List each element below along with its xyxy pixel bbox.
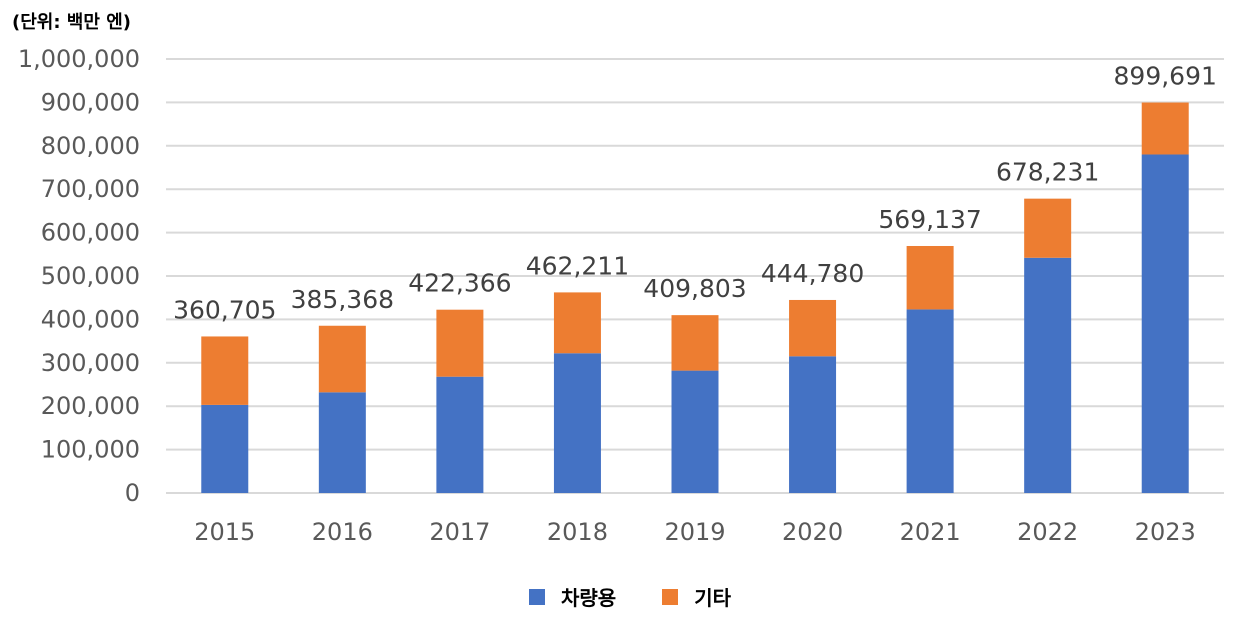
- total-data-label: 462,211: [526, 251, 629, 280]
- x-tick-label: 2017: [429, 518, 490, 546]
- legend-item-vehicle: 차량용: [528, 582, 617, 611]
- legend-label-other: 기타: [694, 586, 731, 610]
- bar-vehicle: [436, 376, 484, 493]
- bar-other: [671, 315, 719, 371]
- bar-other: [553, 292, 601, 354]
- bar-other: [318, 325, 366, 393]
- bar-other: [436, 309, 484, 377]
- x-tick-label: 2019: [664, 518, 725, 546]
- bar-vehicle: [671, 370, 719, 493]
- bar-vehicle: [318, 392, 366, 493]
- x-tick-label: 2020: [782, 518, 843, 546]
- y-tick-label: 400,000: [41, 305, 140, 333]
- bar-vehicle: [1141, 154, 1189, 494]
- legend-item-other: 기타: [662, 582, 731, 611]
- y-tick-label: 200,000: [41, 392, 140, 420]
- y-tick-label: 500,000: [41, 262, 140, 290]
- bar-vehicle: [789, 356, 837, 493]
- x-tick-label: 2023: [1135, 518, 1196, 546]
- x-tick-label: 2016: [312, 518, 373, 546]
- y-tick-label: 1,000,000: [18, 45, 140, 73]
- x-tick-label: 2015: [194, 518, 255, 546]
- total-data-label: 409,803: [643, 274, 746, 303]
- unit-label: (단위: 백만 엔): [12, 12, 131, 33]
- legend-swatch-vehicle: [528, 588, 545, 605]
- legend-label-vehicle: 차량용: [560, 586, 617, 610]
- x-tick-label: 2021: [900, 518, 961, 546]
- total-data-label: 899,691: [1114, 62, 1217, 91]
- total-labels: 360,705 385,368 422,366 462,211 409,803 444,7…: [173, 62, 1217, 325]
- y-tick-label: 600,000: [41, 219, 140, 247]
- total-data-label: 678,231: [996, 158, 1099, 187]
- bar-vehicle: [201, 404, 249, 493]
- bar-other: [906, 245, 954, 310]
- y-tick-label: 100,000: [41, 436, 140, 464]
- bar-vehicle: [553, 353, 601, 493]
- x-axis-ticks: 2015 2016 2017 2018 2019 2020 2021 2022 2023: [194, 518, 1196, 546]
- bar-other: [1141, 102, 1189, 155]
- x-tick-label: 2018: [547, 518, 608, 546]
- x-tick-label: 2022: [1017, 518, 1078, 546]
- bar-vehicle: [1024, 257, 1072, 493]
- y-tick-label: 700,000: [41, 175, 140, 203]
- y-tick-label: 0: [125, 479, 140, 507]
- bar-other: [201, 336, 249, 405]
- y-tick-label: 300,000: [41, 349, 140, 377]
- total-data-label: 422,366: [408, 269, 511, 298]
- bar-other: [789, 299, 837, 357]
- y-tick-label: 900,000: [41, 88, 140, 116]
- bar-other: [1024, 198, 1072, 258]
- total-data-label: 385,368: [291, 285, 394, 314]
- y-axis-ticks: 0 100,000 200,000 300,000 400,000 500,000 600,…: [18, 45, 140, 507]
- total-data-label: 444,780: [761, 259, 864, 288]
- total-data-label: 360,705: [173, 295, 276, 324]
- legend-swatch-other: [662, 588, 679, 605]
- bars: [201, 102, 1189, 494]
- legend: 차량용 기타: [0, 582, 1260, 611]
- bar-vehicle: [906, 309, 954, 493]
- total-data-label: 569,137: [878, 205, 981, 234]
- y-tick-label: 800,000: [41, 132, 140, 160]
